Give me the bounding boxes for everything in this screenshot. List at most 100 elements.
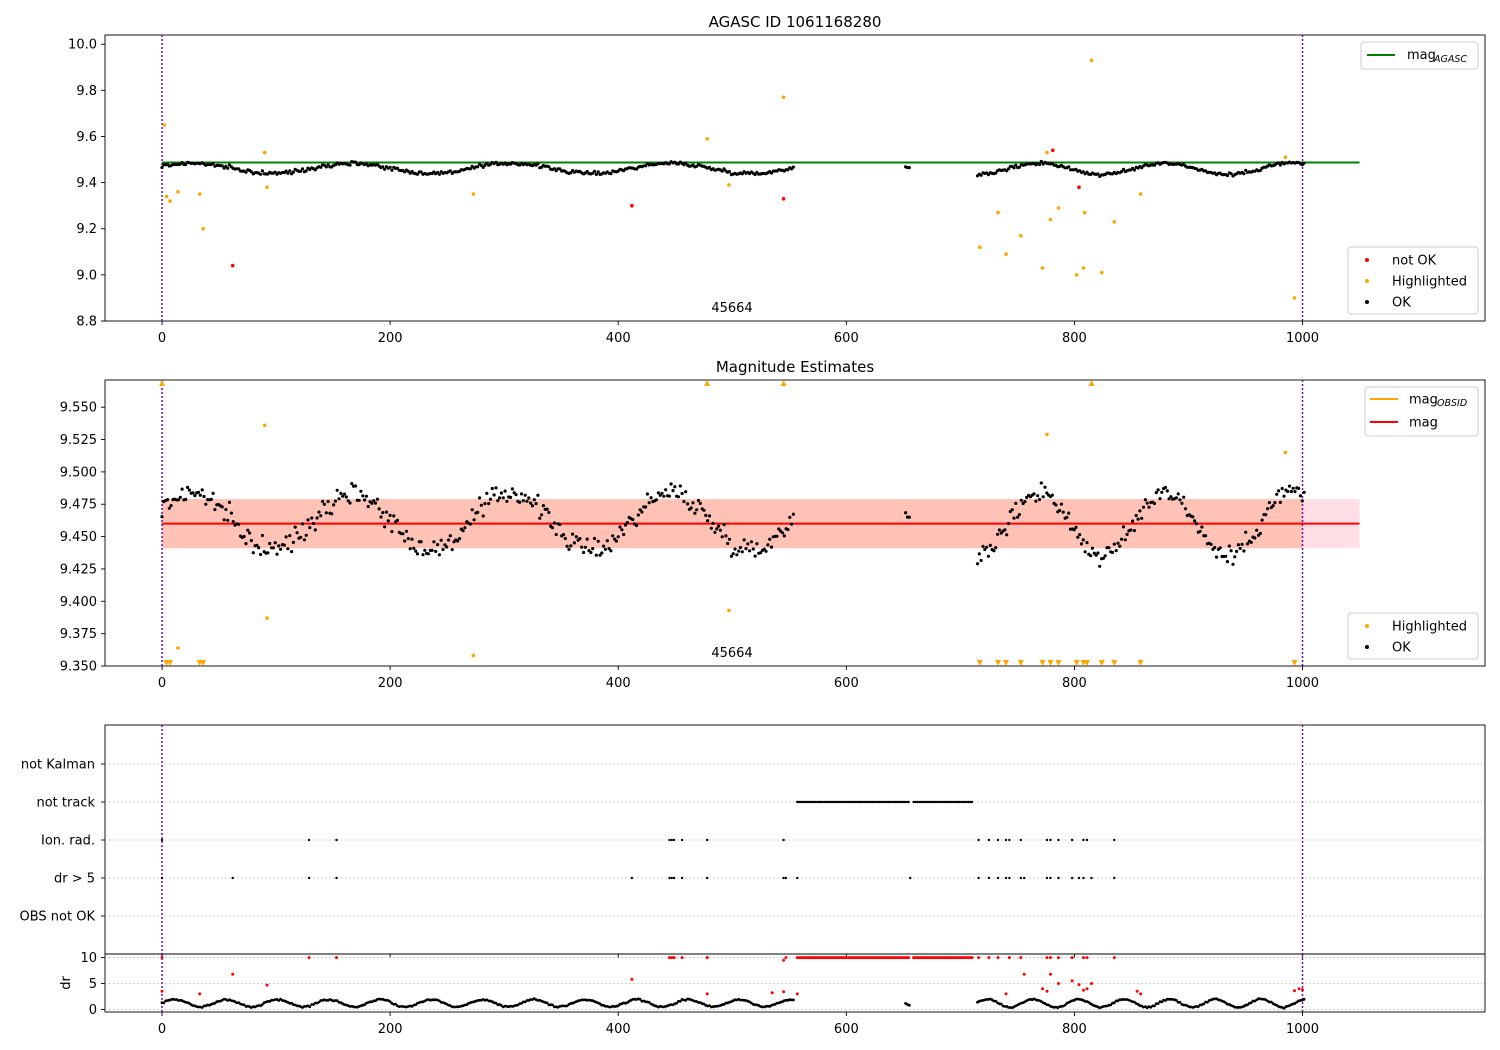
panel2-ok-point (1191, 515, 1195, 519)
panel1-ok-point (415, 172, 420, 176)
panel2-ok-point (487, 502, 491, 506)
panel2-ok-point (1131, 519, 1135, 523)
panel4-notok-point (987, 956, 991, 960)
panel2-ok-point (457, 537, 462, 541)
panel2-ok-point (436, 543, 440, 547)
panel1-ok-point (481, 165, 485, 169)
panel2-ok-point (406, 537, 410, 541)
panel4-ok-point (1063, 1003, 1067, 1007)
panel2-ok-point (275, 552, 279, 556)
panel2-ok-point (204, 502, 208, 506)
panel2-ok-point (1076, 535, 1080, 539)
panel2-ok-point (322, 502, 326, 506)
panel2-ok-point (1005, 533, 1009, 537)
panel4-ok-point (994, 999, 998, 1003)
panel1-ok-point (596, 170, 600, 174)
panel2-ok-point (321, 499, 325, 504)
panel2-ok-point (1245, 542, 1250, 546)
panel2-ok-point (788, 515, 792, 520)
panel1-legend-bottom (1347, 246, 1479, 315)
panel1-ok-point (644, 164, 648, 168)
panel2-ok-point (1271, 504, 1275, 508)
panel4-nottrack-point (907, 956, 911, 960)
panel3-flag-point (816, 800, 819, 804)
panel2-ok-point (187, 488, 191, 492)
panel3-flag-point (668, 876, 671, 880)
panel1-legend-mag-agasc-label: mag (1407, 48, 1436, 63)
panel2-ok-point (313, 528, 317, 532)
panel1-ok-point (313, 168, 317, 172)
panel2-ok-point (390, 530, 394, 534)
panel2-highlighted-below-marker (167, 660, 174, 666)
panel2-ok-point (664, 488, 668, 492)
panel3-flag-point (1077, 876, 1081, 880)
panel2-ok-point (509, 495, 513, 499)
panel3-flag-point (863, 800, 866, 804)
panel2-ok-point (476, 510, 480, 514)
panel2-ok-point (718, 528, 723, 532)
panel2-ok-point (342, 492, 347, 496)
panel3-flag-point (923, 800, 926, 804)
panel2-ok-point (684, 490, 688, 494)
panel2-ok-point (731, 552, 735, 556)
panel2-ok-point (536, 493, 540, 497)
panel4-ytick-label: 0 (89, 1003, 97, 1018)
panel3-flag-point (952, 800, 955, 804)
panel1-ok-point (536, 162, 540, 166)
panel4-ok-point (565, 1004, 569, 1008)
panel2-ok-point (257, 546, 261, 550)
panel4-ok-point (678, 999, 682, 1003)
panel3-flag-point (825, 800, 828, 804)
panel2-ok-point (1286, 489, 1290, 494)
panel4-notok-point (1045, 989, 1049, 993)
panel4-notok-point (996, 956, 1000, 960)
panel2-ok-point (284, 535, 288, 539)
panel2-ok-point (1154, 491, 1158, 495)
panel1-ok-point (220, 164, 224, 168)
panel2-ok-point (1193, 519, 1197, 523)
panel1-ok-point (324, 165, 328, 169)
panel2-ok-point (1081, 538, 1085, 542)
panel2-ok-point (768, 537, 772, 541)
panel1-ok-point (1017, 165, 1022, 169)
panel2-ok-point (492, 493, 496, 497)
panel2-ok-point (1278, 500, 1282, 504)
panel2-ok-point (582, 550, 586, 555)
panel2-ok-point (386, 519, 390, 523)
panel4-xtick-label: 1000 (1286, 1022, 1319, 1037)
panel2-ok-point (273, 541, 277, 545)
panel2-highlighted-point (1283, 450, 1288, 455)
panel2-ok-point (266, 551, 270, 555)
panel2-ok-point (1229, 549, 1233, 553)
panel4-ok-point (388, 1000, 392, 1003)
panel2-highlighted-below-marker (995, 660, 1002, 666)
panel4-ylabel: dr (59, 976, 74, 990)
panel4-ok-point (242, 1003, 246, 1007)
panel1-ok-point (684, 161, 688, 165)
panel3-flag-point (1049, 876, 1052, 880)
panel4-ok-point (1302, 997, 1306, 1001)
panel2-ok-point (540, 513, 544, 517)
panel2-ok-point (1287, 484, 1292, 488)
panel2-ytick-label: 9.400 (60, 595, 97, 610)
panel4-ok-point (213, 1001, 217, 1005)
panel2-ok-point (363, 498, 367, 502)
panel2-ok-point (485, 491, 489, 495)
panel2-ok-point (567, 547, 571, 552)
panel2-ok-point (1167, 497, 1171, 501)
panel4-notok-point (977, 956, 981, 960)
panel1-ok-point (1242, 172, 1246, 176)
panel1-ok-point (448, 169, 452, 173)
panel3-flag-point (807, 800, 810, 804)
panel2-ok-point (775, 534, 779, 538)
panel3-flag-point (680, 876, 684, 880)
panel2-highlighted-below-marker (1047, 660, 1054, 666)
panel3-flag-point (335, 876, 338, 880)
panel1-highlighted-point (164, 194, 169, 199)
panel1-ok-point (326, 163, 330, 167)
panel2-ok-point (985, 545, 989, 549)
panel2-ok-point (1244, 530, 1248, 534)
panel1-highlighted-point (1112, 220, 1117, 224)
panel4-ok-point (907, 1003, 911, 1007)
panel2-legend-label: OK (1392, 641, 1411, 656)
